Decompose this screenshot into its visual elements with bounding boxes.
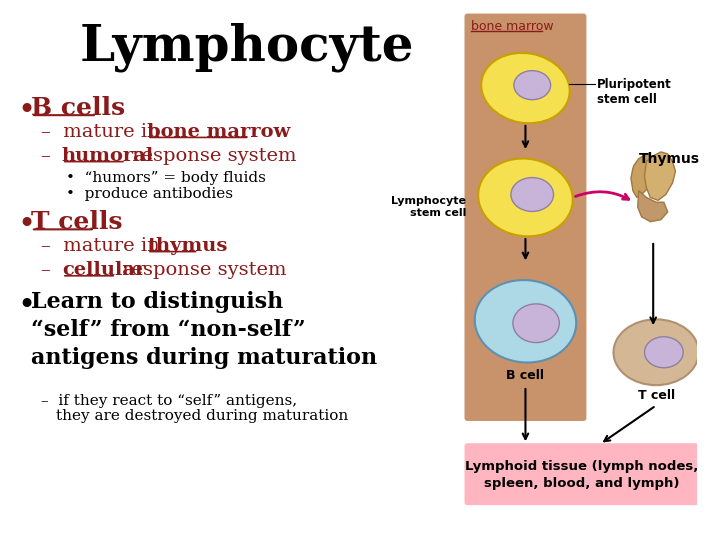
Text: cellular: cellular [62,261,145,279]
Text: they are destroyed during maturation: they are destroyed during maturation [56,409,348,423]
Text: –: – [40,261,63,279]
Text: •: • [17,291,35,320]
Text: Pluripotent
stem cell: Pluripotent stem cell [597,78,672,106]
Ellipse shape [478,159,572,237]
Text: bone marrow: bone marrow [147,123,290,141]
Polygon shape [631,154,656,198]
Text: T cells: T cells [31,210,122,234]
Ellipse shape [613,319,698,385]
Ellipse shape [513,304,559,342]
Text: –: – [40,147,63,165]
FancyBboxPatch shape [464,14,586,421]
Text: Lymphocyte
stem cell: Lymphocyte stem cell [392,197,467,218]
Text: T cell: T cell [637,389,675,402]
Ellipse shape [514,71,551,100]
Text: –  if they react to “self” antigens,: – if they react to “self” antigens, [40,394,297,408]
Text: response system: response system [116,261,287,279]
Ellipse shape [481,53,570,123]
Text: Thymus: Thymus [639,152,700,166]
Polygon shape [638,191,667,221]
Text: •: • [17,210,35,239]
Text: Learn to distinguish
“self” from “non-self”
antigens during maturation: Learn to distinguish “self” from “non-se… [31,291,377,369]
FancyBboxPatch shape [464,443,700,505]
Ellipse shape [511,178,554,212]
Text: B cells: B cells [31,96,125,120]
Ellipse shape [644,337,683,368]
Text: B cell: B cell [506,369,544,382]
Text: –  mature in: – mature in [40,237,166,255]
Text: response system: response system [126,147,297,165]
Text: •  produce antibodies: • produce antibodies [66,187,233,201]
Text: –  mature in: – mature in [40,123,166,141]
Text: humoral: humoral [62,147,154,165]
Ellipse shape [474,280,576,362]
Text: •: • [17,96,35,125]
Text: Lymphoid tissue (lymph nodes,
spleen, blood, and lymph): Lymphoid tissue (lymph nodes, spleen, bl… [465,460,698,490]
Text: bone marrow: bone marrow [472,21,554,33]
Polygon shape [644,152,675,200]
Text: •  “humors” = body fluids: • “humors” = body fluids [66,171,266,185]
Text: thymus: thymus [147,237,228,255]
Text: Lymphocyte: Lymphocyte [79,23,414,72]
